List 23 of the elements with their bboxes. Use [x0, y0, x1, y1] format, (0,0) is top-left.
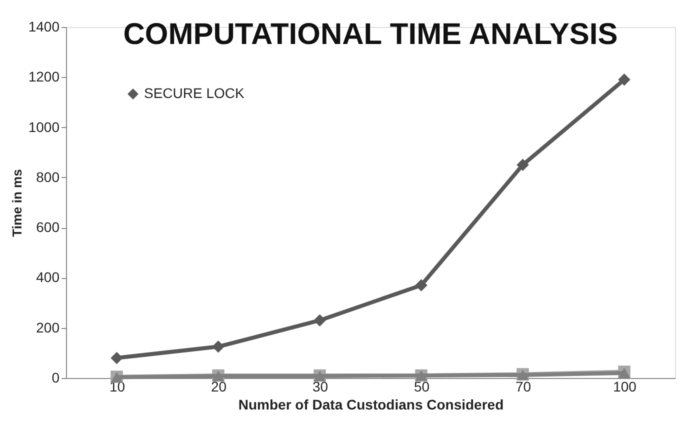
x-tick-label: 70	[515, 378, 532, 394]
y-tick-label: 400	[36, 269, 60, 286]
y-tick-label: 1400	[28, 18, 60, 34]
point	[212, 340, 224, 353]
x-tick-label: 30	[312, 378, 328, 394]
x-tick-label: 100	[613, 378, 637, 394]
legend-label: SECURE LOCK	[144, 85, 246, 101]
y-tick-label: 600	[36, 219, 60, 236]
x-tick-label: 20	[210, 378, 227, 394]
point	[314, 314, 326, 326]
y-tick-label: 0	[52, 370, 60, 386]
point	[516, 158, 529, 172]
point	[415, 279, 428, 292]
y-tick-label: 1200	[28, 68, 60, 85]
y-axis-title: Time in ms	[9, 169, 24, 237]
x-axis-title: Number of Data Custodians Considered	[238, 396, 504, 412]
x-tick-label: 50	[414, 378, 430, 394]
chart-title: COMPUTATIONAL TIME ANALYSIS	[123, 18, 618, 51]
point	[618, 74, 630, 86]
point	[110, 352, 123, 364]
y-tick-label: 1000	[28, 118, 60, 135]
y-tick-label: 800	[36, 168, 60, 185]
y-tick-label: 200	[36, 319, 60, 336]
